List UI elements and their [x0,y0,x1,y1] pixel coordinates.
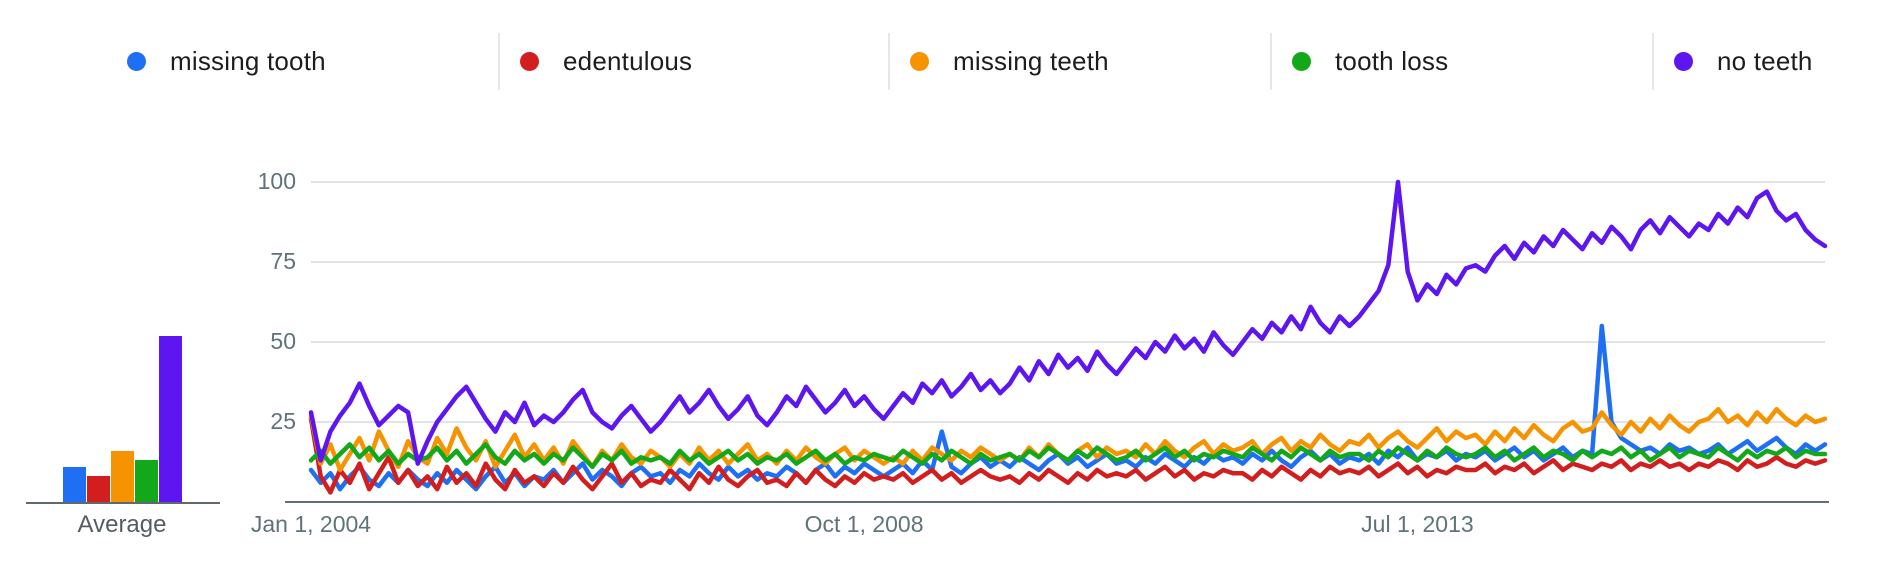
legend-item-no-teeth: no teeth [1652,33,1813,90]
average-chart: Average [0,120,260,550]
average-label: Average [77,511,167,538]
legend-item-tooth-loss: tooth loss [1270,33,1448,90]
y-axis-label-75: 75 [270,248,296,274]
average-axis-line [26,502,220,504]
legend-dot-edentulous [520,52,539,71]
legend-item-missing-tooth: missing tooth [107,33,326,90]
average-bar-tooth-loss [135,460,158,502]
legend-label: missing teeth [953,46,1109,76]
legend-dot-missing-tooth [127,52,146,71]
average-bar-missing-tooth [63,467,86,502]
legend-dot-tooth-loss [1292,52,1311,71]
trend-line-tooth-loss[interactable] [308,442,1828,470]
y-axis-label-100: 100 [257,168,296,194]
trend-line-edentulous[interactable] [308,416,1828,495]
legend-label: tooth loss [1335,46,1449,76]
legend-label: no teeth [1717,46,1813,76]
legend-item-edentulous: edentulous [498,33,692,90]
trend-line-no-teeth[interactable] [308,179,1828,466]
average-bar-missing-teeth [111,451,134,502]
average-bar-no-teeth [159,336,182,502]
legend-dot-missing-teeth [910,52,929,71]
average-bar-edentulous [87,476,110,502]
trend-lines-svg[interactable] [285,160,1845,509]
y-axis-label-50: 50 [270,328,296,354]
x-axis-label-jan-1,-2004: Jan 1, 2004 [250,511,372,537]
x-axis-label-jul-1,-2013: Jul 1, 2013 [1361,511,1474,537]
legend-dot-no-teeth [1674,52,1693,71]
legend: missing tooth edentulous missing teeth toot… [0,0,1894,110]
legend-label: missing tooth [170,46,326,76]
x-axis-label-oct-1,-2008: Oct 1, 2008 [804,511,924,537]
legend-label: edentulous [563,46,693,76]
y-axis-label-25: 25 [270,408,296,434]
legend-item-missing-teeth: missing teeth [888,33,1109,90]
